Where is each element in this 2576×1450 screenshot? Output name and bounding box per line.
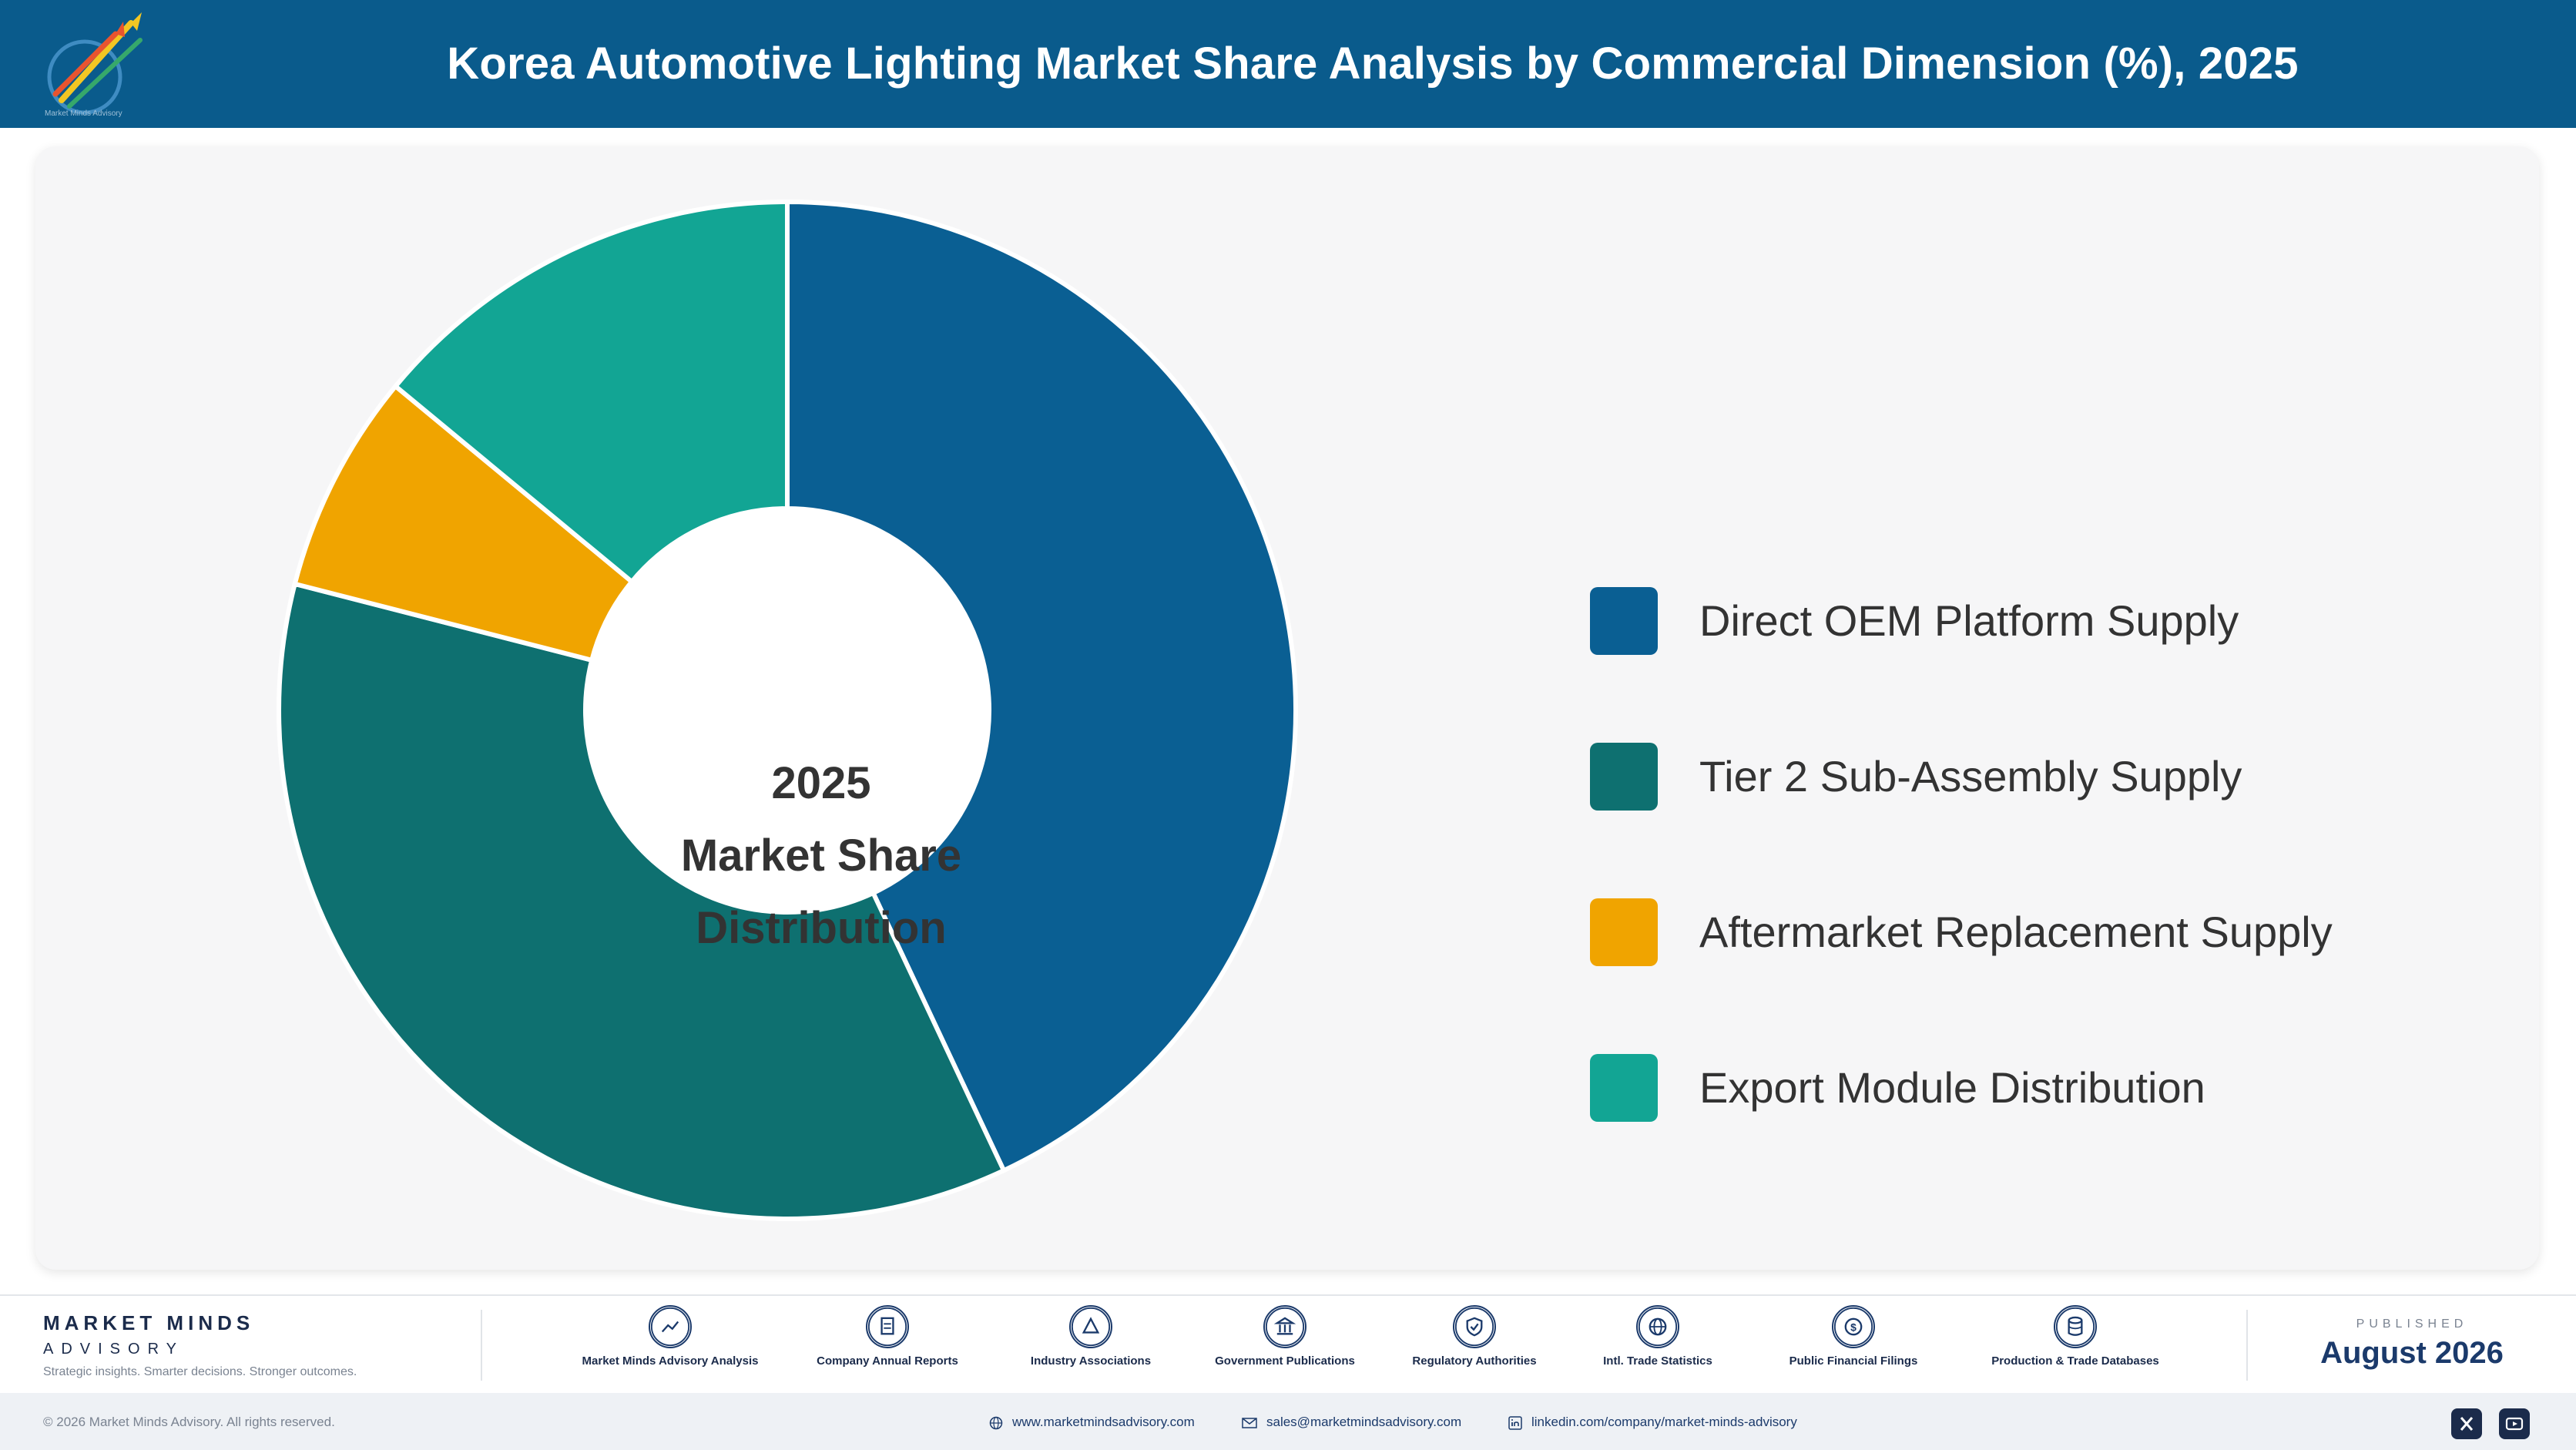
copyright-text: © 2026 Market Minds Advisory. All rights…	[43, 1415, 335, 1429]
source-label: Public Financial Filings	[1789, 1354, 1918, 1368]
center-label-line-2: Market Share	[680, 831, 962, 881]
legend-label: Aftermarket Replacement Supply	[1699, 908, 2333, 956]
published-date: August 2026	[2320, 1336, 2504, 1370]
sources-strip: Market Minds Advisory Analysis Company A…	[0, 1296, 2576, 1388]
database-icon	[2054, 1305, 2097, 1348]
source-item-trade-databases: Production & Trade Databases	[1983, 1305, 2168, 1368]
source-item-industry-associations: Industry Associations	[998, 1305, 1183, 1368]
government-building-icon	[1263, 1305, 1306, 1348]
network-icon	[1069, 1305, 1112, 1348]
shield-check-icon	[1453, 1305, 1496, 1348]
email-text: sales@marketmindsadvisory.com	[1266, 1415, 1462, 1429]
legend-label: Direct OEM Platform Supply	[1699, 596, 2239, 645]
center-label-line-3: Distribution	[696, 903, 947, 953]
source-label: Government Publications	[1215, 1354, 1355, 1368]
divider	[2246, 1310, 2248, 1381]
company-logo-icon	[47, 12, 143, 115]
source-item-financial-filings: $ Public Financial Filings	[1761, 1305, 1946, 1368]
source-item-annual-reports: Company Annual Reports	[795, 1305, 980, 1368]
footer: MARKET MINDS ADVISORY Strategic insights…	[0, 1294, 2576, 1450]
source-item-government: Government Publications	[1192, 1305, 1377, 1368]
source-label: Company Annual Reports	[817, 1354, 958, 1368]
document-icon	[866, 1305, 909, 1348]
email-link[interactable]: sales@marketmindsadvisory.com	[1242, 1393, 1461, 1450]
chart-card: 2025 Market Share Distribution Direct OE…	[35, 146, 2539, 1270]
donut-slice-direct-oem	[785, 199, 1298, 1174]
published-label: PUBLISHED	[2356, 1317, 2468, 1331]
donut-slice-export	[392, 199, 790, 586]
donut-chart	[277, 199, 1298, 1221]
legend-swatch	[1590, 587, 1658, 655]
page-title: Korea Automotive Lighting Market Share A…	[447, 39, 2299, 89]
source-label: Intl. Trade Statistics	[1603, 1354, 1712, 1368]
mail-icon	[1242, 1417, 1257, 1428]
youtube-logo-icon	[2505, 1417, 2524, 1431]
footer-brand-tagline: Strategic insights. Smarter decisions. S…	[43, 1365, 357, 1378]
source-label: Regulatory Authorities	[1412, 1354, 1537, 1368]
footer-bottom-bar: © 2026 Market Minds Advisory. All rights…	[0, 1393, 2576, 1450]
legend-swatch	[1590, 898, 1658, 966]
legend-label: Export Module Distribution	[1699, 1063, 2205, 1112]
donut-center-label: 2025 Market Share Distribution	[629, 747, 1014, 965]
linkedin-icon	[1508, 1415, 1522, 1430]
globe-icon	[1636, 1305, 1679, 1348]
donut-slice-aftermarket	[292, 383, 636, 663]
source-label: Production & Trade Databases	[1991, 1354, 2159, 1368]
source-item-trade-statistics: Intl. Trade Statistics	[1565, 1305, 1750, 1368]
dollar-coin-icon: $	[1832, 1305, 1875, 1348]
donut-hole	[587, 510, 988, 911]
trend-chart-icon	[649, 1305, 692, 1348]
logo-caption: Market Minds Advisory	[45, 109, 122, 118]
divider	[481, 1310, 482, 1381]
linkedin-link[interactable]: linkedin.com/company/market-minds-adviso…	[1508, 1393, 1797, 1450]
footer-brand-name: MARKET MINDS	[43, 1311, 255, 1334]
source-label: Industry Associations	[1030, 1354, 1152, 1368]
donut-slice-tier2	[277, 581, 1008, 1221]
legend-swatch	[1590, 743, 1658, 811]
globe-icon	[989, 1416, 1003, 1429]
center-label-line-1: 2025	[771, 758, 871, 808]
website-link[interactable]: www.marketmindsadvisory.com	[989, 1393, 1195, 1450]
legend-swatch	[1590, 1054, 1658, 1122]
svg-text:$: $	[1850, 1321, 1857, 1334]
legend-label: Tier 2 Sub-Assembly Supply	[1699, 752, 2242, 801]
source-item-regulatory: Regulatory Authorities	[1382, 1305, 1567, 1368]
source-label: Market Minds Advisory Analysis	[582, 1354, 759, 1368]
x-social-button[interactable]	[2451, 1408, 2482, 1439]
footer-brand-sub: ADVISORY	[43, 1341, 184, 1358]
website-text: www.marketmindsadvisory.com	[1012, 1415, 1195, 1429]
header-bar: Market Minds Advisory Korea Automotive L…	[0, 0, 2576, 128]
youtube-social-button[interactable]	[2499, 1408, 2530, 1439]
x-logo-icon	[2460, 1417, 2474, 1431]
linkedin-text: linkedin.com/company/market-minds-adviso…	[1531, 1415, 1797, 1429]
source-item-market-minds: Market Minds Advisory Analysis	[578, 1305, 763, 1368]
